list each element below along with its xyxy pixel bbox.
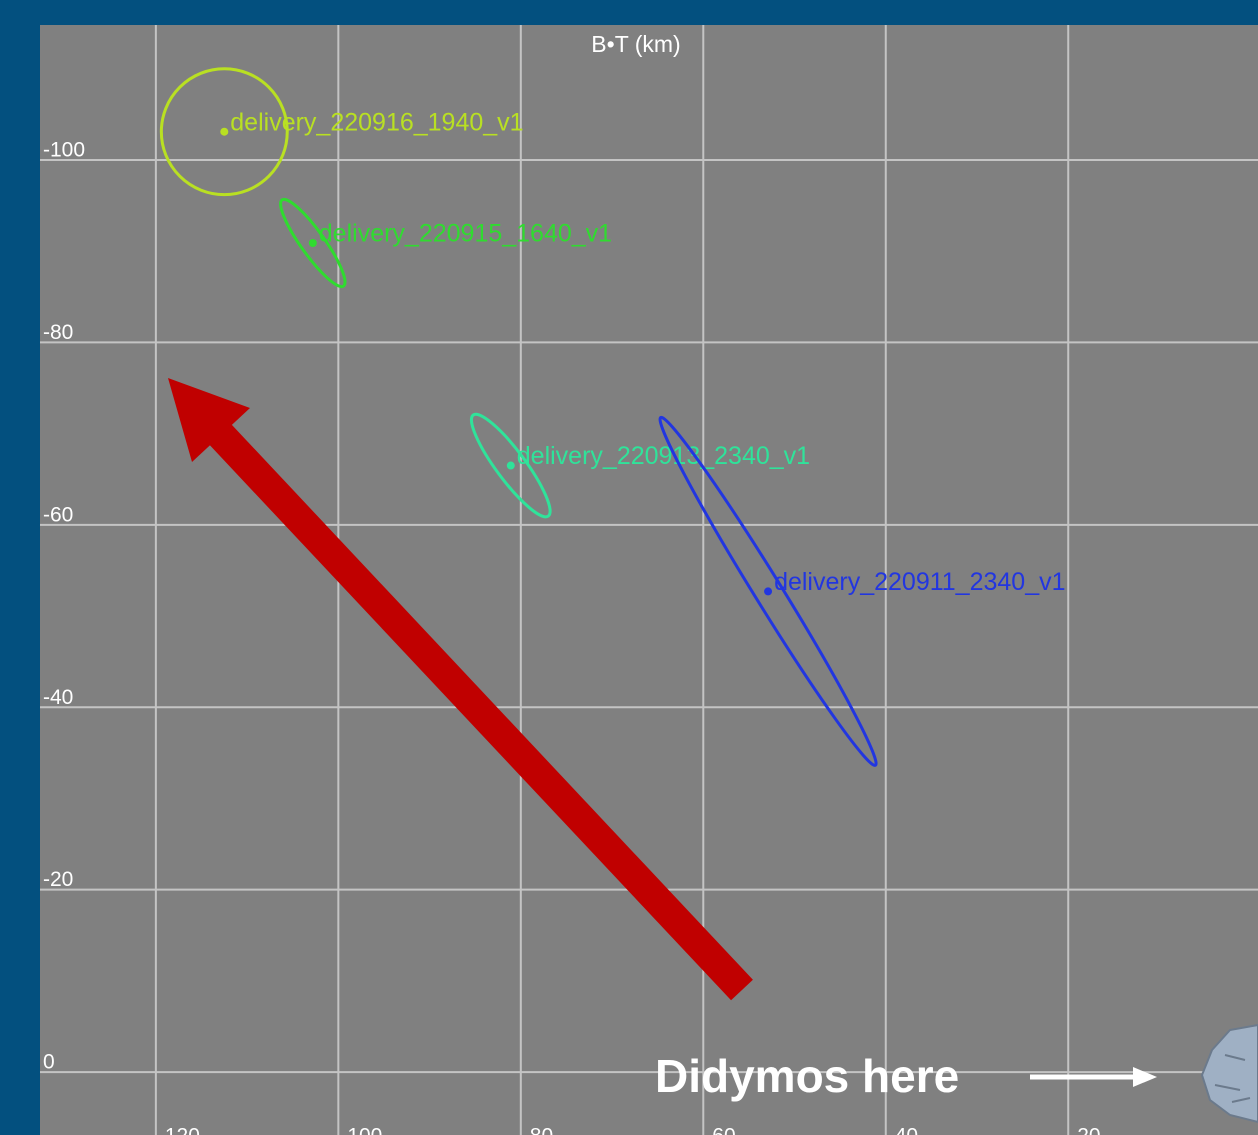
uncertainty-ellipse (469, 412, 552, 519)
red-arrow (168, 378, 753, 1001)
point (764, 587, 773, 596)
y-tick-label: 0 (43, 1051, 55, 1074)
point (220, 127, 229, 136)
y-tick-label: -100 (43, 139, 85, 162)
chart-title: B•T (km) (591, 31, 680, 57)
uncertainty-ellipse (159, 67, 289, 197)
white-arrow (1030, 1067, 1157, 1087)
x-tick-label: -100 (340, 1125, 382, 1135)
uncertainty-ellipse (658, 415, 878, 767)
x-tick-label: -120 (158, 1125, 200, 1135)
x-tick-label: -80 (523, 1125, 553, 1135)
point (308, 238, 317, 247)
x-tick-label: -40 (888, 1125, 918, 1135)
point-label: delivery_220911_2340_v1 (774, 568, 1065, 596)
point-label: delivery_220913_2340_v1 (517, 442, 810, 470)
x-tick-label: -20 (1070, 1125, 1100, 1135)
asteroid (1200, 1023, 1258, 1124)
y-tick-label: -40 (43, 686, 73, 709)
y-tick-label: -20 (43, 868, 73, 891)
uncertainty-ellipse (279, 197, 347, 289)
marks: delivery_220916_1940_v1 delivery_220915_1… (159, 67, 1066, 767)
annotation: Didymos here (655, 1050, 959, 1102)
point-label: delivery_220916_1940_v1 (230, 108, 523, 136)
x-tick-label: -60 (705, 1125, 735, 1135)
point (506, 461, 515, 470)
y-tick-label: -60 (43, 503, 73, 526)
point-label: delivery_220915_1640_v1 (319, 220, 612, 248)
plot-area (40, 25, 1258, 1135)
grid: -120 -100 -80 -60 -40 -20 -100 -80 -60 -40 -20 0 (40, 25, 1258, 1135)
y-tick-label: -80 (43, 321, 73, 344)
